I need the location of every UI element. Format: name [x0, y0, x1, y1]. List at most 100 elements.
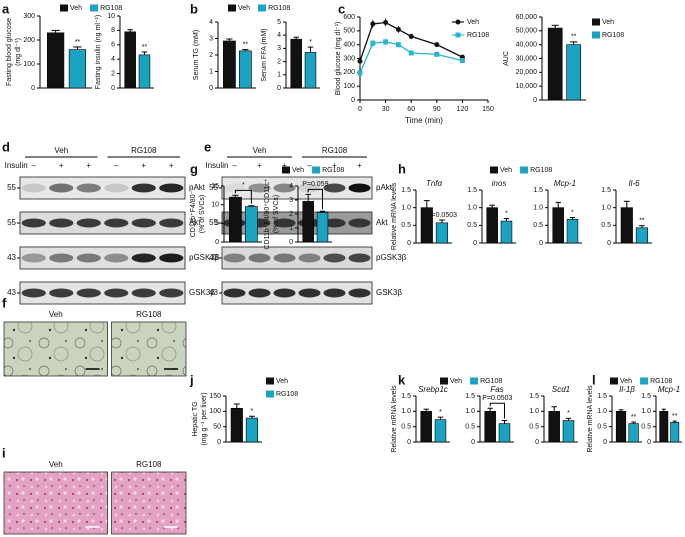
subplot-title: Il-6 [628, 179, 640, 188]
y-tick-label: 100 [23, 61, 35, 68]
y-tick-label: 1.0 [533, 205, 543, 212]
annotation: * [571, 209, 574, 216]
bar [138, 54, 151, 89]
y-axis-label: (% of SVCs) [199, 195, 206, 234]
bar [547, 27, 563, 101]
y-axis-label: AUC [503, 51, 510, 66]
y-tick-label: 1.0 [401, 408, 411, 415]
blot-band [159, 288, 184, 298]
lane-label: + [332, 161, 337, 170]
y-tick-label: 0 [607, 240, 611, 247]
y-tick-label: 2 [111, 70, 115, 77]
data-point [383, 39, 389, 45]
legend-swatch [640, 377, 649, 385]
bar [670, 422, 680, 443]
y-tick-label: 200 [23, 37, 35, 44]
legend-label: Veh [500, 167, 512, 174]
blot-band [298, 253, 321, 263]
blot-band [348, 183, 371, 193]
band-label: GSK3β [189, 288, 215, 297]
legend-swatch [282, 166, 290, 174]
y-tick-label: 2 [209, 52, 213, 59]
lane-label: + [282, 161, 287, 170]
legend-swatch [258, 4, 267, 12]
legend-swatch [312, 166, 321, 174]
blot-band [159, 218, 184, 228]
y-tick-label: 0 [533, 97, 537, 104]
micrograph [111, 321, 187, 377]
y-tick-label: 0 [407, 439, 411, 446]
panel-letter: k [398, 372, 406, 387]
data-point [434, 51, 440, 57]
data-point [455, 32, 461, 38]
bar [615, 411, 627, 443]
blot-band [298, 183, 321, 193]
image-label: RG108 [136, 310, 162, 319]
blot-band [76, 183, 101, 193]
blot-band [131, 183, 156, 193]
y-tick-label: 0 [111, 85, 115, 92]
subplot-title: Tnfα [426, 179, 443, 188]
x-axis-label: Time (min) [405, 116, 443, 125]
y-axis-label: (% of SVCs) [273, 195, 280, 234]
y-tick-label: 15 [211, 183, 219, 190]
bar [304, 52, 317, 89]
legend-label: Veh [450, 378, 462, 385]
y-tick-label: 1.5 [601, 187, 611, 194]
panel-letter: f [2, 295, 7, 310]
legend-swatch [470, 377, 479, 385]
panel-letter: d [2, 139, 10, 154]
y-tick-label: 0.5 [533, 222, 543, 229]
y-tick-label: 1.5 [529, 393, 539, 400]
blot-band [76, 253, 101, 263]
blot-band [49, 183, 74, 193]
y-tick-label: 3 [209, 35, 213, 42]
panel-letter: b [190, 1, 198, 16]
blot-band [348, 218, 371, 228]
blot-band [248, 288, 271, 298]
data-point [408, 50, 414, 56]
legend-label: Veh [467, 19, 479, 26]
subplot-title: Srebp1c [418, 385, 448, 394]
blot-band [131, 253, 156, 263]
y-axis-label: Relative mRNA levels [391, 182, 398, 250]
band-label: pAkt [376, 183, 393, 192]
blot-band [273, 218, 296, 228]
legend-label: RG108 [276, 391, 298, 398]
blot-band [273, 288, 296, 298]
annotation: * [242, 182, 245, 189]
bar [302, 201, 314, 243]
significance-bracket [307, 188, 323, 210]
bar [230, 407, 243, 443]
y-tick-label: 60,000 [516, 14, 538, 21]
bar [566, 219, 579, 244]
bar [552, 207, 564, 244]
blot-band [104, 183, 129, 193]
y-tick-label: 0 [209, 85, 213, 92]
y-tick-label: 0 [215, 239, 219, 246]
y-tick-label: 0 [603, 439, 607, 446]
y-tick-label: 1.0 [465, 408, 475, 415]
legend-swatch [592, 31, 600, 39]
y-tick-label: 1 [209, 68, 213, 75]
blot-band [21, 183, 46, 193]
legend-label: Veh [238, 5, 250, 12]
bar [635, 227, 648, 244]
annotation: P=0.059 [302, 181, 328, 188]
data-line [359, 41, 463, 74]
y-tick-label: 1.0 [601, 205, 611, 212]
blot-band [21, 218, 46, 228]
data-point [395, 42, 401, 48]
subplot-title: Mcp-1 [658, 385, 680, 394]
y-tick-label: 10 [211, 202, 219, 209]
blot-band [298, 288, 321, 298]
data-point [408, 33, 414, 39]
panel-letter: e [204, 139, 211, 154]
x-tick-label: 90 [433, 106, 441, 113]
y-tick-label: 0 [647, 439, 651, 446]
y-tick-label: 0 [471, 439, 475, 446]
y-tick-label: 1.5 [641, 393, 651, 400]
data-point [383, 20, 389, 26]
